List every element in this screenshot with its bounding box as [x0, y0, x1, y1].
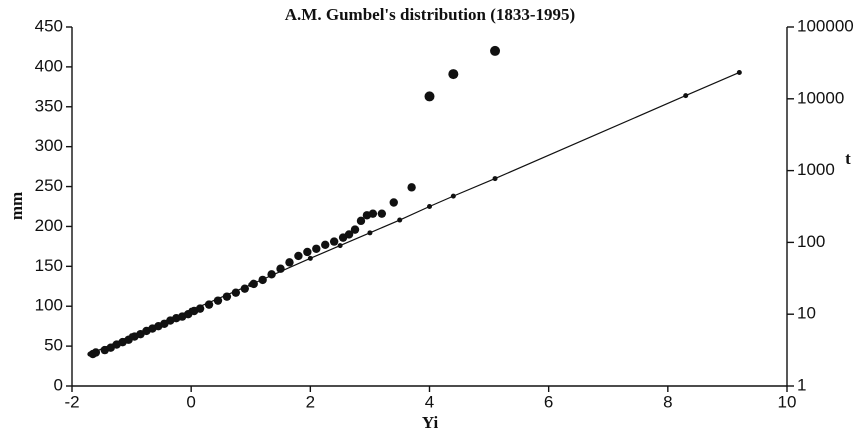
y-tick-label: 0: [54, 375, 63, 394]
x-axis-label: Yi: [422, 413, 439, 432]
y2-tick-label: 100: [797, 232, 825, 251]
data-point: [329, 237, 339, 246]
y-tick-label: 100: [35, 296, 63, 315]
chart-title: A.M. Gumbel's distribution (1833-1995): [285, 5, 575, 24]
fit-point: [337, 243, 343, 249]
y-tick-label: 250: [35, 176, 63, 195]
y2-tick-label: 100000: [797, 16, 854, 35]
y2-tick-label: 1000: [797, 160, 835, 179]
y-axis-label: mm: [7, 192, 26, 220]
fit-point: [129, 333, 135, 339]
data-point: [448, 69, 459, 80]
fit-point: [450, 193, 456, 199]
x-tick-label: 4: [425, 392, 434, 411]
data-point: [204, 300, 214, 309]
data-point: [303, 247, 312, 257]
y-tick-label: 150: [35, 256, 63, 275]
fit-point: [397, 217, 403, 223]
data-point: [285, 258, 294, 267]
data-point: [368, 209, 378, 218]
data-point: [195, 304, 205, 313]
x-tick-label: 6: [544, 392, 553, 411]
y2-tick-label: 1: [797, 375, 806, 394]
y-tick-label: 300: [35, 136, 63, 155]
fit-point: [87, 351, 93, 357]
data-point: [389, 198, 398, 207]
fit-point: [367, 230, 373, 236]
y-tick-label: 450: [35, 16, 63, 35]
y2-tick-label: 10000: [797, 88, 844, 107]
fit-point: [683, 93, 689, 99]
x-tick-label: -2: [64, 392, 79, 411]
y-tick-label: 400: [35, 56, 63, 75]
y-tick-label: 350: [35, 96, 63, 115]
data-point: [213, 296, 223, 305]
y-tick-label: 50: [44, 336, 63, 355]
x-tick-label: 0: [186, 392, 195, 411]
data-point: [424, 91, 435, 102]
x-tick-label: 8: [663, 392, 672, 411]
data-point: [377, 209, 387, 218]
x-tick-label: 10: [778, 392, 797, 411]
fit-point: [248, 282, 254, 288]
fit-point: [492, 176, 498, 182]
x-tick-label: 2: [306, 392, 315, 411]
data-point: [344, 230, 354, 239]
fit-point: [736, 69, 742, 75]
fit-point: [188, 307, 194, 313]
data-point: [356, 216, 366, 226]
fit-point: [427, 204, 432, 209]
y2-tick-label: 10: [797, 304, 816, 323]
y2-axis-label: t: [845, 149, 851, 168]
data-point: [312, 244, 321, 253]
fit-line: [89, 71, 740, 355]
data-point: [490, 45, 501, 56]
data-point: [407, 183, 416, 192]
data-point: [321, 240, 330, 249]
data-point: [350, 225, 360, 234]
y-tick-label: 200: [35, 216, 63, 235]
fit-point: [307, 255, 313, 261]
data-point: [294, 251, 303, 261]
